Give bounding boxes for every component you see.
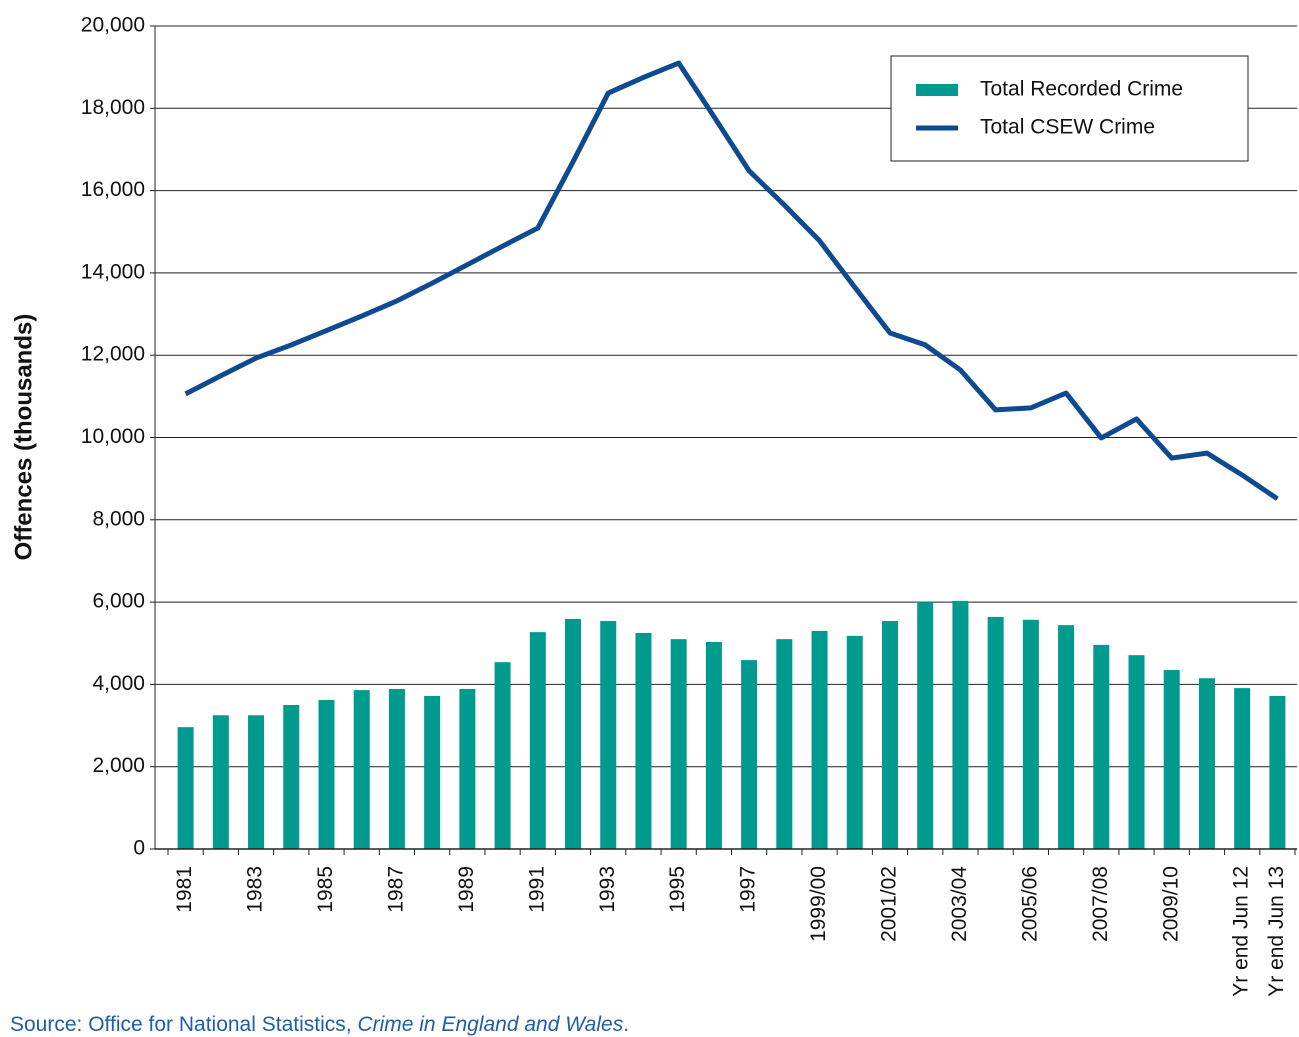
- x-tick-label: 1989: [455, 866, 478, 913]
- bar: [459, 688, 476, 849]
- x-tick-label: 2005/06: [1018, 866, 1041, 942]
- y-tick-label: 14,000: [81, 260, 145, 283]
- x-tick-label: 1981: [173, 866, 196, 913]
- bar: [1128, 655, 1145, 849]
- bar: [952, 600, 969, 849]
- x-tick-label: 2001/02: [878, 866, 901, 942]
- bar: [1234, 688, 1251, 849]
- bar: [1058, 625, 1075, 849]
- bar: [917, 602, 934, 849]
- x-tick-label: 2009/10: [1159, 866, 1182, 942]
- bar: [635, 632, 652, 849]
- bar: [811, 630, 828, 849]
- y-tick-label: 6,000: [92, 590, 145, 613]
- bar: [494, 662, 511, 849]
- bar: [846, 635, 863, 849]
- legend-label: Total Recorded Crime: [980, 78, 1183, 101]
- line: [184, 60, 1279, 501]
- bar: [529, 632, 546, 849]
- source: Source: Office for National Statistics, …: [10, 1013, 629, 1037]
- y-tick-label: 2,000: [92, 754, 145, 777]
- x-tick-label: 1999/00: [807, 866, 830, 942]
- bar: [600, 621, 617, 849]
- bar: [424, 695, 441, 849]
- y-tick-label: 16,000: [81, 178, 145, 201]
- x-tick-label: 2003/04: [948, 866, 971, 942]
- bar: [318, 700, 335, 849]
- y-axis-label: Offences (thousands): [10, 314, 37, 561]
- x-tick-label: Yr end Jun 12: [1230, 866, 1253, 997]
- y-tick-label: 10,000: [81, 425, 145, 448]
- y-tick-label: 4,000: [92, 672, 145, 695]
- page: {"chart_data": {"type": "bar-line", "y_l…: [10, 13, 1297, 1036]
- x-tick-label: 1987: [384, 866, 407, 913]
- bar: [353, 690, 370, 849]
- bar: [987, 616, 1004, 849]
- bar: [1269, 695, 1286, 849]
- bar: [1198, 678, 1215, 849]
- bar: [741, 660, 758, 849]
- bar: [283, 704, 300, 849]
- source-title: Crime in England and Wales: [357, 1013, 624, 1036]
- bar: [248, 715, 265, 849]
- y-tick-label: 0: [133, 837, 145, 860]
- source-text: Source: Office for National Statistics,: [10, 1013, 352, 1036]
- x-tick-label: 1991: [525, 866, 548, 913]
- legend-label: Total CSEW Crime: [980, 116, 1155, 139]
- bar: [212, 715, 229, 849]
- bar: [705, 642, 722, 849]
- x-tick-label: 1997: [737, 866, 760, 913]
- bar: [1093, 644, 1110, 849]
- bar: [388, 688, 405, 849]
- bar: [565, 618, 582, 849]
- bar: [776, 639, 793, 849]
- bar: [1022, 619, 1039, 849]
- y-tick-label: 8,000: [92, 507, 145, 530]
- y-tick-label: 18,000: [81, 96, 145, 119]
- legend-box: [890, 55, 1249, 162]
- bar: [177, 727, 194, 849]
- x-tick-label: 1995: [666, 866, 689, 913]
- legend-swatch: [916, 84, 958, 96]
- bar: [881, 621, 898, 849]
- y-tick-label: 20,000: [81, 14, 145, 37]
- x-tick-label: 1983: [244, 866, 267, 913]
- chart: Offences (thousands) 0 2,000 4,000 6,000 8,0…: [10, 14, 1297, 997]
- source-end: .: [623, 1013, 630, 1036]
- y-tick-label: 12,000: [81, 343, 145, 366]
- x-tick-label: 1985: [314, 866, 337, 913]
- x-tick-label: Yr end Jun 13: [1265, 866, 1288, 997]
- x-tick-label: 1993: [596, 866, 619, 913]
- bar: [670, 639, 687, 849]
- bar: [1163, 669, 1180, 849]
- x-tick-label: 2007/08: [1089, 866, 1112, 942]
